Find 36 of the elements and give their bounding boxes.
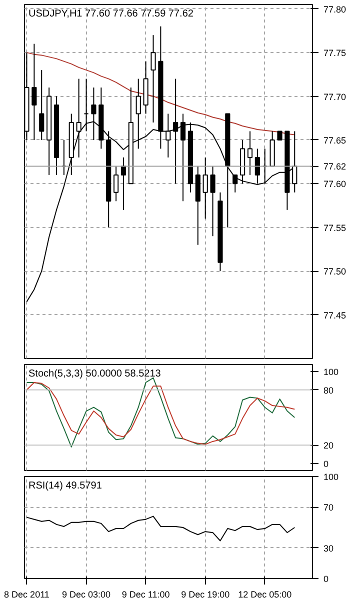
- candlestick: [113, 166, 119, 202]
- x-tick-label: 8 Dec 2011: [4, 590, 50, 600]
- candlestick: [254, 148, 260, 184]
- candlestick: [232, 174, 238, 193]
- y-tick-label: 0: [324, 574, 329, 584]
- candlestick: [150, 34, 156, 123]
- y-tick-label: 77.45: [324, 310, 346, 320]
- y-tick-label: 77.55: [324, 222, 346, 233]
- y-tick-label: 20: [324, 440, 334, 451]
- candlestick: [120, 156, 126, 210]
- y-tick-label: 77.65: [324, 135, 346, 146]
- candlestick: [39, 70, 44, 140]
- chart-title: RSI(14) 49.5791: [28, 480, 102, 492]
- x-tick-label: 9 Dec 11:00: [122, 590, 170, 600]
- y-tick-label: 77.70: [324, 92, 346, 102]
- y-tick-label: 77.75: [324, 48, 346, 58]
- chart-title: Stoch(5,3,3) 50.0000 58.5213: [28, 368, 162, 380]
- y-tick-label: 30: [324, 543, 334, 554]
- y-tick-label: 80: [324, 385, 334, 396]
- y-tick-label: 100: [324, 472, 339, 482]
- x-tick-label: 12 Dec 05:00: [238, 590, 292, 600]
- y-tick-label: 77.80: [324, 4, 346, 14]
- y-tick-label: 0: [324, 459, 329, 470]
- y-tick-label: 100: [324, 366, 339, 377]
- candlestick: [210, 166, 216, 237]
- x-tick-label: 9 Dec 03:00: [62, 590, 111, 600]
- candlestick: [247, 130, 253, 176]
- ref-line-label: 77.62: [324, 162, 346, 172]
- chart-title: USDJPY,H1 77.60 77.66 77.59 77.62: [28, 8, 194, 20]
- line-series: [26, 52, 296, 136]
- y-tick-label: 70: [324, 502, 334, 513]
- candlestick: [202, 156, 208, 220]
- candlestick: [32, 43, 37, 140]
- x-tick-label: 9 Dec 19:00: [181, 590, 230, 600]
- y-tick-label: 77.60: [324, 179, 346, 190]
- y-tick-label: 77.50: [324, 266, 346, 277]
